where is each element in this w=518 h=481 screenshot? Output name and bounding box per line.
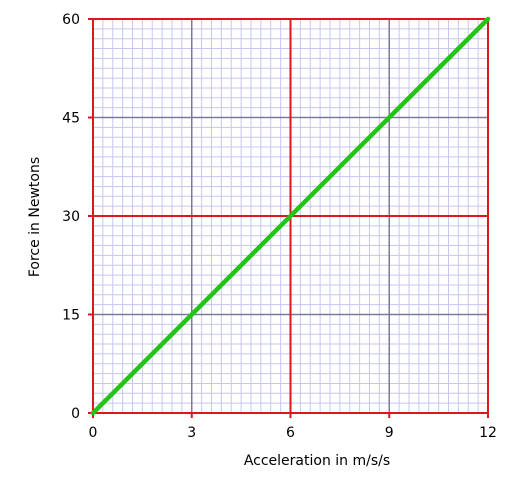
y-tick-labels: 0 15 30 45 60 xyxy=(62,12,80,422)
y-axis-label: Force in Newtons xyxy=(27,157,43,277)
y-tick-label: 15 xyxy=(62,308,80,324)
x-tick-label: 6 xyxy=(286,425,295,441)
x-tick-labels: 0 3 6 9 12 xyxy=(89,425,497,441)
x-axis-label: Acceleration in m/s/s xyxy=(244,453,390,469)
x-tick-label: 3 xyxy=(187,425,196,441)
x-tick-label: 12 xyxy=(479,425,497,441)
x-tick-label: 9 xyxy=(385,425,394,441)
series-layer xyxy=(90,16,491,416)
y-tick-label: 60 xyxy=(62,12,80,28)
y-tick-label: 0 xyxy=(71,406,80,422)
y-tick-label: 45 xyxy=(62,111,80,127)
x-tick-label: 0 xyxy=(89,425,98,441)
y-tick-label: 30 xyxy=(62,209,80,225)
series-line xyxy=(90,16,491,416)
